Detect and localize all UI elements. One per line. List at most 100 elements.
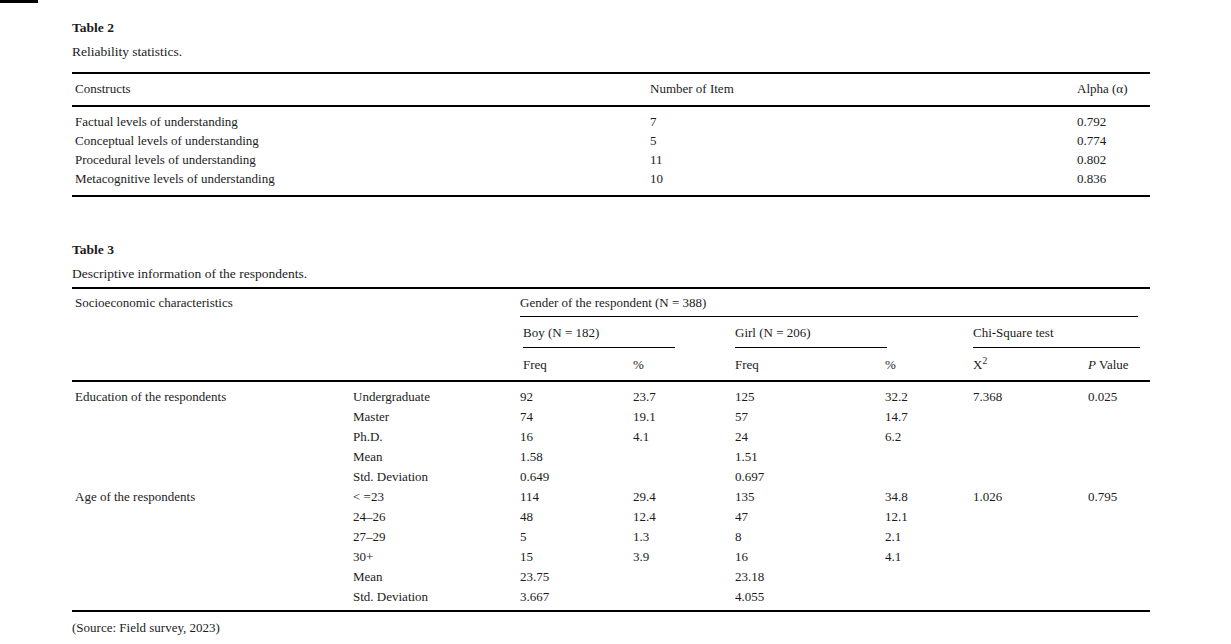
table-cell: 23.7	[633, 381, 735, 407]
table-cell: 2.1	[885, 527, 973, 547]
table-row: Mean23.75 23.18	[72, 567, 1150, 587]
table-cell	[973, 587, 1088, 611]
table-cell: 30+	[353, 547, 520, 567]
table-cell: 34.8	[885, 487, 973, 507]
table-cell: 4.1	[633, 427, 735, 447]
number-of-item-header: Number of Item	[650, 73, 1077, 106]
table-cell	[633, 447, 735, 467]
table-cell: 32.2	[885, 381, 973, 407]
socioeconomic-header: Socioeconomic characteristics	[72, 288, 520, 381]
table-cell: Mean	[353, 567, 520, 587]
table-cell	[1088, 407, 1150, 427]
table-cell	[72, 567, 353, 587]
table-cell: 47	[735, 507, 885, 527]
table-cell	[72, 427, 353, 447]
table-row: Master7419.15714.7	[72, 407, 1150, 427]
table-cell: 19.1	[633, 407, 735, 427]
table-row: Conceptual levels of understanding50.774	[72, 131, 1150, 150]
table-cell: 92	[520, 381, 633, 407]
table-cell	[1088, 467, 1150, 487]
table-cell: 5	[650, 131, 1077, 150]
table-cell	[973, 447, 1088, 467]
table-cell: 24–26	[353, 507, 520, 527]
table-cell: Undergraduate	[353, 381, 520, 407]
table-row: Education of the respondentsUndergraduat…	[72, 381, 1150, 407]
boy-freq-header: Freq	[520, 348, 633, 381]
boy-group-label: Boy (N = 182)	[523, 325, 675, 348]
table-cell	[72, 467, 353, 487]
girl-pct-header: %	[885, 348, 973, 381]
table-cell: 5	[520, 527, 633, 547]
table3-section: Table 3 Descriptive information of the r…	[72, 240, 1150, 637]
table-cell	[973, 527, 1088, 547]
table-cell: 0.802	[1077, 150, 1150, 169]
table-row: Std. Deviation3.6674.055	[72, 587, 1150, 611]
table-row: Std. Deviation0.6490.697	[72, 467, 1150, 487]
girl-group-label: Girl (N = 206)	[735, 325, 887, 348]
table-cell: 1.026	[973, 487, 1088, 507]
chi-square-group-header: Chi-Square test	[973, 317, 1150, 348]
table-cell: 27–29	[353, 527, 520, 547]
reliability-table: Constructs Number of Item Alpha (α) Fact…	[72, 72, 1150, 197]
chi-square-stat-header: X2	[973, 348, 1088, 381]
table-cell: 14.7	[885, 407, 973, 427]
table-row: 24–264812.44712.1	[72, 507, 1150, 527]
table-cell	[885, 467, 973, 487]
table-cell	[885, 587, 973, 611]
chi-square-group-label: Chi-Square test	[973, 325, 1140, 348]
table-cell: Education of the respondents	[72, 381, 353, 407]
table-row: 30+153.9164.1	[72, 547, 1150, 567]
table-cell: 57	[735, 407, 885, 427]
table-cell	[633, 467, 735, 487]
table-cell: Procedural levels of understanding	[72, 150, 650, 169]
girl-group-header: Girl (N = 206)	[735, 317, 973, 348]
chi-base: X	[973, 357, 982, 372]
table-row: Ph.D.164.1246.2	[72, 427, 1150, 447]
table-cell: 0.795	[1088, 487, 1150, 507]
table-cell	[1088, 447, 1150, 467]
table-cell	[1088, 587, 1150, 611]
table-cell: 0.792	[1077, 106, 1150, 131]
table-cell: 0.697	[735, 467, 885, 487]
table-cell: 4.1	[885, 547, 973, 567]
table3-caption: Descriptive information of the responden…	[72, 264, 1150, 284]
table-cell	[973, 407, 1088, 427]
table-cell: 4.055	[735, 587, 885, 611]
table-cell	[633, 567, 735, 587]
table-cell: 23.18	[735, 567, 885, 587]
table-cell	[1088, 507, 1150, 527]
table-cell: 7.368	[973, 381, 1088, 407]
table-cell: 74	[520, 407, 633, 427]
table-cell: 0.836	[1077, 169, 1150, 196]
table-cell: 1.58	[520, 447, 633, 467]
p-italic: P	[1088, 357, 1096, 372]
table3-label: Table 3	[72, 240, 1150, 260]
table-cell: 7	[650, 106, 1077, 131]
table-cell	[633, 587, 735, 611]
table-cell: 48	[520, 507, 633, 527]
table-cell	[72, 407, 353, 427]
gender-group-header: Gender of the respondent (N = 388)	[520, 288, 1150, 317]
table-cell: Metacognitive levels of understanding	[72, 169, 650, 196]
boy-group-header: Boy (N = 182)	[520, 317, 735, 348]
table-cell: 12.4	[633, 507, 735, 527]
table-cell	[72, 507, 353, 527]
table-row: Factual levels of understanding70.792	[72, 106, 1150, 131]
table-cell: 23.75	[520, 567, 633, 587]
table-cell: 3.9	[633, 547, 735, 567]
table-cell: 3.667	[520, 587, 633, 611]
table-cell: 0.649	[520, 467, 633, 487]
table-cell	[973, 467, 1088, 487]
table-cell	[973, 507, 1088, 527]
table-cell: 1.51	[735, 447, 885, 467]
table-cell: 6.2	[885, 427, 973, 447]
table-row: Mean1.581.51	[72, 447, 1150, 467]
table2-label: Table 2	[72, 18, 1150, 38]
table-cell: 11	[650, 150, 1077, 169]
alpha-header: Alpha (α)	[1077, 73, 1150, 106]
table-cell	[1088, 527, 1150, 547]
boy-pct-header: %	[633, 348, 735, 381]
descriptive-table: Socioeconomic characteristics Gender of …	[72, 287, 1150, 612]
table-cell	[1088, 567, 1150, 587]
table-cell: Ph.D.	[353, 427, 520, 447]
